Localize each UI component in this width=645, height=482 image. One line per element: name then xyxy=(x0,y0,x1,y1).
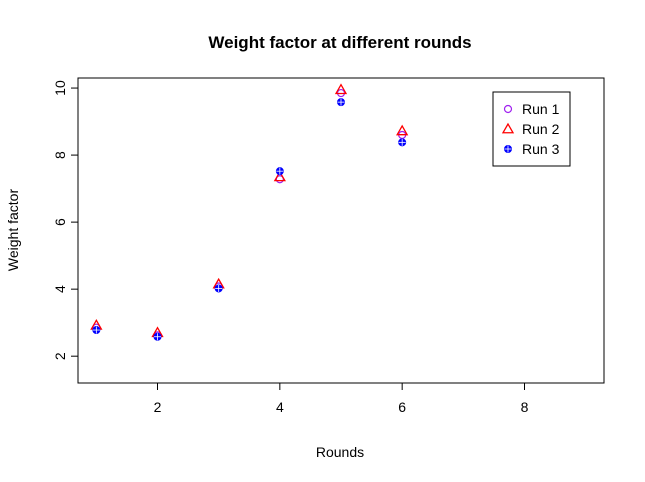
x-axis-label: Rounds xyxy=(316,444,364,460)
x-tick-label: 6 xyxy=(398,399,406,415)
chart-title: Weight factor at different rounds xyxy=(208,33,471,52)
y-tick-label: 2 xyxy=(52,352,68,360)
y-axis: 2 4 6 8 10 xyxy=(52,80,78,360)
data-point-series-2 xyxy=(396,124,409,136)
data-point-series-3 xyxy=(398,138,407,147)
legend: Run 1 Run 2 Run 3 xyxy=(492,91,571,167)
data-point-series-3 xyxy=(337,98,345,107)
data-point-series-3 xyxy=(153,332,162,341)
legend-marker-1 xyxy=(503,104,513,114)
legend-marker-3 xyxy=(504,145,512,153)
legend-label-1: Run 1 xyxy=(522,101,560,117)
data-point-series-2 xyxy=(273,170,286,182)
data-point-series-2 xyxy=(334,83,348,95)
legend-marker-2 xyxy=(501,122,515,134)
x-tick-label: 2 xyxy=(154,399,162,415)
data-point-series-3 xyxy=(275,167,284,176)
y-tick-label: 6 xyxy=(52,218,68,226)
x-tick-label: 4 xyxy=(276,399,284,415)
x-tick-label: 8 xyxy=(521,399,529,415)
data-point-series-3 xyxy=(92,326,101,335)
legend-label-2: Run 2 xyxy=(522,121,560,137)
y-tick-label: 8 xyxy=(52,151,68,159)
legend-label-3: Run 3 xyxy=(522,141,560,157)
data-point-series-3 xyxy=(214,284,223,293)
y-tick-label: 10 xyxy=(52,80,68,96)
y-tick-label: 4 xyxy=(52,285,68,293)
y-axis-label: Weight factor xyxy=(5,189,21,272)
x-axis: 2 4 6 8 xyxy=(154,383,529,415)
plot-box xyxy=(77,77,605,384)
data-points xyxy=(90,83,409,341)
